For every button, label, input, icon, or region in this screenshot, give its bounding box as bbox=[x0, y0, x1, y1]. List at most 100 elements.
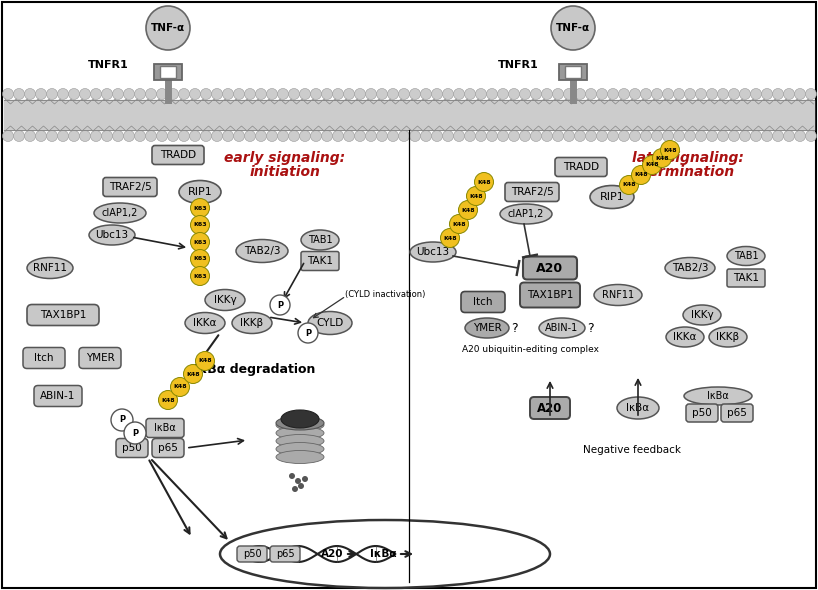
Circle shape bbox=[497, 130, 509, 142]
FancyBboxPatch shape bbox=[103, 178, 157, 196]
Circle shape bbox=[14, 88, 25, 100]
Text: IκBα: IκBα bbox=[370, 549, 396, 559]
Circle shape bbox=[299, 130, 311, 142]
Ellipse shape bbox=[727, 247, 765, 266]
Circle shape bbox=[497, 88, 509, 100]
Ellipse shape bbox=[185, 313, 225, 333]
FancyBboxPatch shape bbox=[523, 257, 577, 280]
Text: P: P bbox=[119, 415, 125, 424]
Circle shape bbox=[354, 88, 366, 100]
Circle shape bbox=[299, 88, 311, 100]
Text: TAB2/3: TAB2/3 bbox=[244, 246, 281, 256]
Text: TNFR1: TNFR1 bbox=[88, 60, 128, 70]
Text: TAX1BP1: TAX1BP1 bbox=[40, 310, 86, 320]
Text: K48: K48 bbox=[477, 179, 491, 185]
Circle shape bbox=[168, 130, 178, 142]
Circle shape bbox=[354, 130, 366, 142]
Circle shape bbox=[277, 130, 289, 142]
Text: K63: K63 bbox=[193, 257, 207, 261]
Text: Negative feedback: Negative feedback bbox=[583, 445, 681, 455]
Circle shape bbox=[552, 88, 564, 100]
Circle shape bbox=[146, 130, 156, 142]
Circle shape bbox=[113, 130, 124, 142]
Circle shape bbox=[200, 130, 212, 142]
Text: p50: p50 bbox=[692, 408, 712, 418]
Circle shape bbox=[574, 88, 586, 100]
Ellipse shape bbox=[232, 313, 272, 333]
Circle shape bbox=[673, 88, 685, 100]
Circle shape bbox=[69, 130, 79, 142]
Circle shape bbox=[608, 130, 618, 142]
Circle shape bbox=[663, 130, 673, 142]
Circle shape bbox=[47, 130, 57, 142]
Circle shape bbox=[245, 130, 255, 142]
Ellipse shape bbox=[500, 204, 552, 224]
Ellipse shape bbox=[465, 318, 509, 338]
Text: IKKα: IKKα bbox=[193, 318, 217, 328]
Text: K48: K48 bbox=[173, 385, 187, 389]
Text: p65: p65 bbox=[158, 443, 178, 453]
Circle shape bbox=[289, 473, 295, 479]
Circle shape bbox=[289, 88, 299, 100]
FancyBboxPatch shape bbox=[160, 66, 176, 78]
Circle shape bbox=[420, 88, 432, 100]
Text: p50: p50 bbox=[122, 443, 142, 453]
Text: A20: A20 bbox=[537, 402, 563, 415]
Circle shape bbox=[631, 166, 650, 185]
Circle shape bbox=[295, 478, 301, 484]
Text: termination: termination bbox=[642, 165, 734, 179]
Circle shape bbox=[79, 88, 91, 100]
Circle shape bbox=[475, 130, 487, 142]
Text: IκBα: IκBα bbox=[707, 391, 729, 401]
Circle shape bbox=[474, 172, 493, 192]
Circle shape bbox=[630, 88, 640, 100]
Text: K63: K63 bbox=[193, 274, 207, 278]
Circle shape bbox=[410, 130, 420, 142]
Circle shape bbox=[69, 88, 79, 100]
Circle shape bbox=[35, 88, 47, 100]
Circle shape bbox=[673, 130, 685, 142]
Circle shape bbox=[91, 88, 101, 100]
Ellipse shape bbox=[410, 242, 456, 262]
Text: K63: K63 bbox=[193, 222, 207, 228]
Ellipse shape bbox=[590, 185, 634, 208]
Ellipse shape bbox=[539, 318, 585, 338]
Circle shape bbox=[298, 483, 304, 489]
Circle shape bbox=[685, 88, 695, 100]
Circle shape bbox=[420, 130, 432, 142]
Text: TAB2/3: TAB2/3 bbox=[672, 263, 708, 273]
Text: ?: ? bbox=[587, 322, 594, 335]
Text: ABIN-1: ABIN-1 bbox=[40, 391, 76, 401]
FancyBboxPatch shape bbox=[154, 64, 182, 80]
Circle shape bbox=[2, 130, 14, 142]
Text: TNF-α: TNF-α bbox=[556, 23, 590, 33]
Circle shape bbox=[772, 88, 784, 100]
Circle shape bbox=[321, 88, 332, 100]
Text: p50: p50 bbox=[243, 549, 261, 559]
Circle shape bbox=[212, 130, 222, 142]
Text: P: P bbox=[305, 329, 311, 337]
Circle shape bbox=[432, 130, 443, 142]
Circle shape bbox=[531, 130, 542, 142]
Circle shape bbox=[25, 88, 35, 100]
Ellipse shape bbox=[236, 240, 288, 263]
Circle shape bbox=[14, 130, 25, 142]
Circle shape bbox=[267, 130, 277, 142]
Circle shape bbox=[233, 88, 245, 100]
Text: Itch: Itch bbox=[474, 297, 492, 307]
Ellipse shape bbox=[308, 312, 352, 335]
Text: K48: K48 bbox=[655, 156, 669, 160]
Circle shape bbox=[191, 232, 209, 251]
Circle shape bbox=[660, 140, 680, 159]
Text: A20 ubiquitin-editing complex: A20 ubiquitin-editing complex bbox=[461, 346, 599, 355]
Circle shape bbox=[376, 130, 388, 142]
Text: TAK1: TAK1 bbox=[307, 256, 333, 266]
Text: YMER: YMER bbox=[473, 323, 501, 333]
Circle shape bbox=[806, 88, 816, 100]
Circle shape bbox=[191, 267, 209, 286]
Circle shape bbox=[465, 88, 475, 100]
FancyBboxPatch shape bbox=[116, 438, 148, 457]
Text: IκBα degradation: IκBα degradation bbox=[195, 363, 316, 376]
Circle shape bbox=[25, 130, 35, 142]
Ellipse shape bbox=[220, 520, 550, 588]
